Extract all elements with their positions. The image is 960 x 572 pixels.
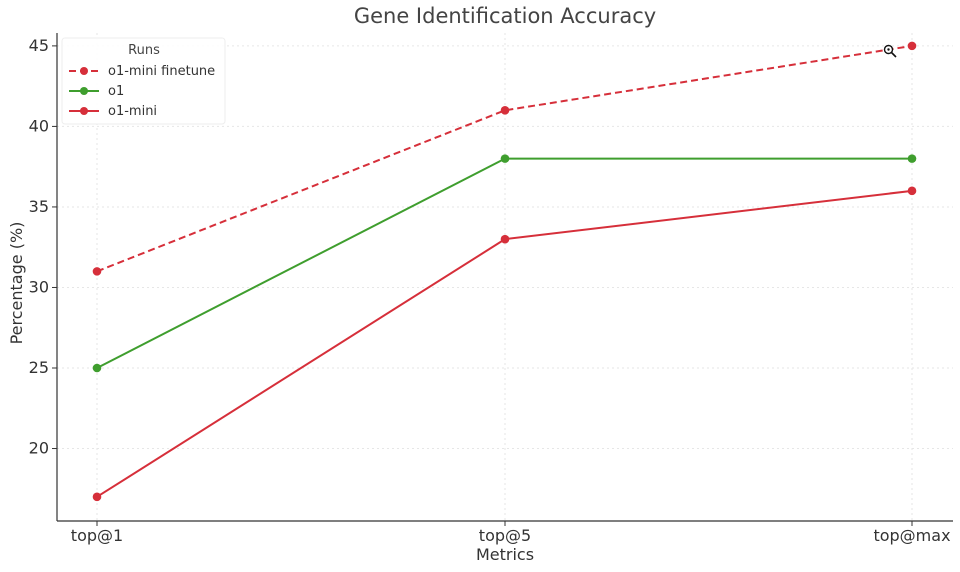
x-axis-label: Metrics [476, 545, 534, 564]
y-tick-label: 45 [29, 36, 49, 55]
legend-marker [80, 87, 88, 95]
y-tick-label: 35 [29, 197, 49, 216]
x-tick-label: top@max [873, 526, 950, 545]
series-group [92, 41, 917, 502]
data-point [92, 363, 102, 373]
data-point [500, 154, 510, 163]
y-tick-label: 30 [29, 277, 49, 296]
legend-title: Runs [128, 43, 160, 58]
series-line [96, 44, 913, 273]
series-o1 [92, 154, 917, 373]
x-tick-label: top@5 [479, 526, 531, 545]
series-o1-mini-finetune [92, 41, 917, 276]
series-o1-mini [92, 186, 917, 502]
legend-label: o1-mini finetune [108, 64, 215, 79]
y-axis-label: Percentage (%) [7, 222, 26, 345]
data-point [92, 267, 102, 276]
legend-marker [80, 107, 88, 115]
data-point [907, 186, 917, 196]
x-ticks: top@1 top@5 top@max [71, 521, 951, 545]
data-point [907, 41, 917, 51]
magnifier-cursor-icon [883, 44, 897, 58]
data-point [500, 234, 510, 244]
chart-title: Gene Identification Accuracy [354, 4, 656, 28]
data-point [907, 154, 917, 163]
data-point [500, 106, 510, 115]
legend-box [61, 37, 226, 125]
y-tick-label: 40 [29, 116, 49, 135]
x-tick-label: top@1 [71, 526, 123, 545]
y-tick-label: 25 [29, 358, 49, 377]
legend: Runs o1-mini finetune o1 o1-mini [61, 37, 226, 125]
legend-marker [80, 67, 88, 75]
legend-label: o1 [108, 84, 124, 99]
data-point [92, 492, 102, 502]
y-tick-label: 20 [29, 439, 49, 458]
legend-label: o1-mini [108, 104, 157, 119]
y-ticks: 20 25 30 35 40 45 [29, 36, 57, 458]
